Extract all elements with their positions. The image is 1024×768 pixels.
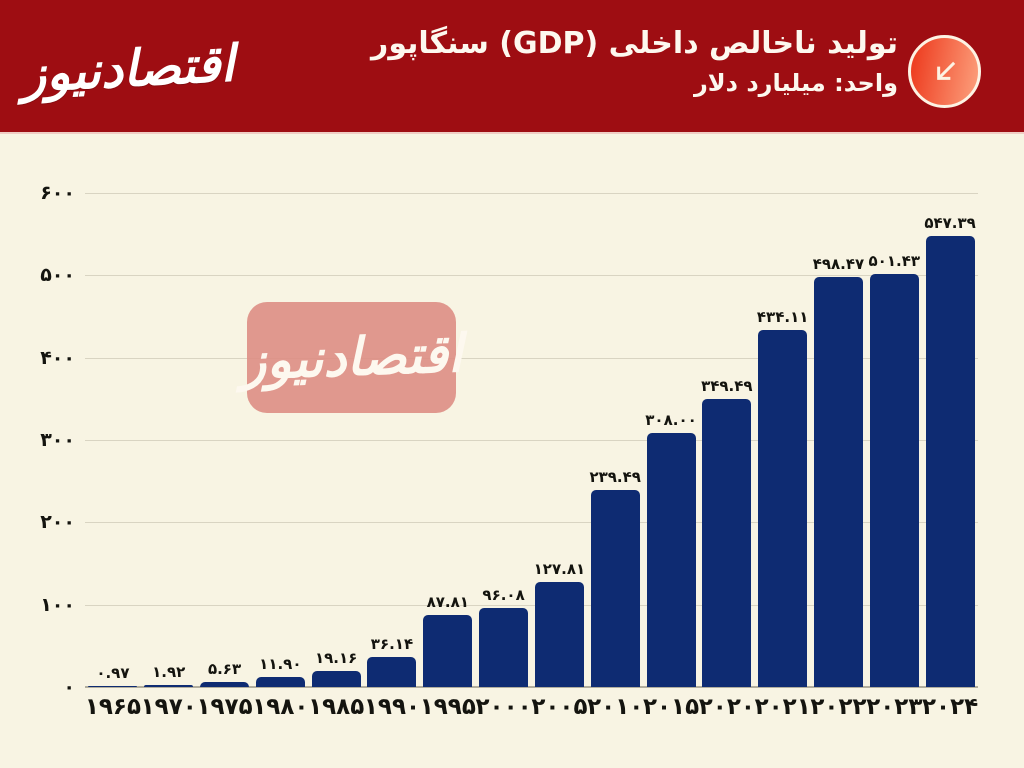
bar-1990	[367, 657, 417, 687]
bar-2000	[479, 607, 529, 687]
bar-value-label: ۵۰۱.۴۳	[868, 252, 921, 271]
bar-2023	[869, 274, 919, 687]
bar-1995	[423, 614, 473, 687]
x-tick-label-1970: ۱۹۷۰	[140, 694, 197, 720]
bar-1970	[144, 685, 194, 687]
bar-value-label: ۳۰۸.۰۰	[645, 411, 697, 430]
bar-value-label: ۰.۹۷	[96, 664, 130, 682]
bar-value-label: ۹۶.۰۸	[482, 585, 525, 604]
bar-2020	[702, 399, 752, 687]
bar-2024	[925, 236, 975, 687]
bar-value-label: ۴۹۸.۴۷	[812, 254, 865, 273]
gridline-300	[85, 440, 978, 441]
bar-value-label: ۴۳۴.۱۱	[756, 307, 809, 326]
y-tick-label: ۶۰۰	[40, 182, 75, 204]
bar-value-label: ۱.۹۲	[152, 663, 186, 682]
arrow-down-left-icon	[908, 35, 981, 108]
gridline-200	[85, 522, 978, 524]
bar-2005	[534, 581, 584, 687]
x-tick-label-2024: ۲۰۲۴	[922, 694, 979, 720]
bar-value-label: ۸۷.۸۱	[426, 592, 469, 611]
x-tick-label-2005: ۲۰۰۵	[531, 694, 588, 720]
gridline-400	[85, 357, 978, 359]
bar-1985	[311, 671, 361, 687]
x-tick-label-2021: ۲۰۲۱	[754, 694, 811, 720]
bar-value-label: ۱۲۷.۸۱	[533, 559, 586, 578]
x-tick-label-2015: ۲۰۱۵	[642, 694, 700, 720]
logo: اقتصادنیوز	[20, 34, 236, 104]
y-tick-label: ۳۰۰	[40, 429, 75, 451]
y-tick-label: ۵۰۰	[40, 264, 75, 287]
bar-value-label: ۳۶.۱۴	[370, 635, 414, 654]
y-tick-label: ۱۰۰	[40, 593, 75, 616]
bar-2015	[646, 433, 696, 687]
chart-unit-subtitle: واحد: میلیارد دلار	[693, 69, 898, 97]
bar-2022	[813, 276, 863, 687]
bar-value-label: ۱۹.۱۶	[314, 649, 358, 668]
gridline-100	[85, 604, 978, 606]
title-block: تولید ناخالص داخلی (GDP) سنگاپور واحد: م…	[371, 24, 898, 100]
x-tick-label-2023: ۲۰۲۳	[866, 694, 923, 720]
bar-1980	[255, 677, 305, 687]
bar-1965	[88, 686, 138, 687]
y-tick-label: ۲۰۰	[40, 511, 75, 534]
bar-value-label: ۵۴۷.۳۹	[924, 214, 976, 233]
x-tick-label-1985: ۱۹۸۵	[308, 694, 365, 720]
bar-1975	[200, 682, 250, 687]
header-banner: اقتصادنیوز تولید ناخالص داخلی (GDP) سنگا…	[0, 0, 1024, 134]
gridline-600	[85, 193, 978, 194]
x-tick-label-1975: ۱۹۷۵	[196, 694, 253, 720]
watermark-badge: اقتصادنیوز	[240, 302, 463, 413]
bar-2021	[758, 329, 808, 687]
x-tick-label-2000: ۲۰۰۰	[475, 694, 532, 720]
chart-title: تولید ناخالص داخلی (GDP) سنگاپور	[371, 26, 898, 61]
x-axis-line	[85, 686, 978, 688]
bar-2010	[590, 489, 640, 687]
x-tick-label-1965: ۱۹۶۵	[84, 694, 141, 720]
bar-value-label: ۵.۶۳	[207, 660, 242, 679]
watermark-text: اقتصادنیوز	[239, 323, 464, 392]
bar-value-label: ۳۴۹.۴۹	[701, 377, 753, 396]
x-tick-label-2022: ۲۰۲۲	[810, 694, 867, 720]
x-tick-label-1990: ۱۹۹۰	[363, 694, 421, 720]
x-tick-label-2010: ۲۰۱۰	[587, 694, 644, 720]
x-tick-label-1995: ۱۹۹۵	[419, 694, 476, 720]
x-tick-label-1980: ۱۹۸۰	[252, 694, 309, 720]
bar-value-label: ۲۳۹.۴۹	[589, 467, 641, 486]
gridline-500	[85, 275, 978, 277]
y-tick-label: ۰	[63, 676, 75, 698]
bar-value-label: ۱۱.۹۰	[259, 655, 302, 674]
y-tick-label: ۴۰۰	[40, 346, 75, 369]
x-tick-label-2020: ۲۰۲۰	[698, 694, 755, 720]
